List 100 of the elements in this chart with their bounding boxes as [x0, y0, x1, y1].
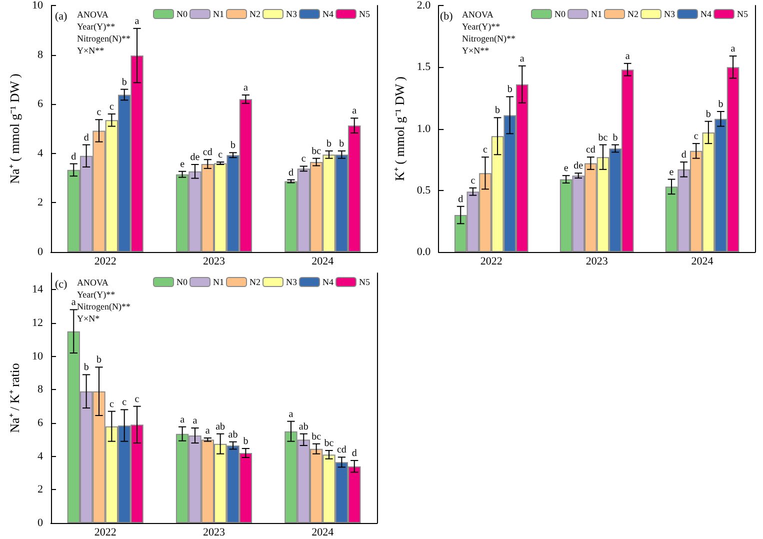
x-tick-label: 2024 [312, 256, 334, 268]
data-label: c [134, 394, 140, 405]
data-label: a [625, 50, 630, 62]
y-tick-label: 10 [32, 0, 44, 12]
data-label: d [288, 167, 294, 178]
x-tick-label: 2022 [480, 256, 502, 268]
data-label: b [507, 84, 512, 96]
y-tick-label: 1.5 [416, 61, 432, 74]
data-label: b [339, 138, 344, 150]
data-label: b [84, 362, 89, 374]
annotation: Year(Y)** [77, 22, 116, 32]
y-tick-label: 0 [38, 246, 44, 258]
x-tick-label: 2022 [94, 526, 116, 538]
annotation: (b) [440, 10, 454, 22]
data-label: c [482, 144, 488, 156]
data-label: e [564, 163, 569, 174]
data-label: c [694, 131, 699, 142]
data-label: d [458, 194, 464, 205]
data-label: a [134, 16, 140, 27]
legend-label: N4 [700, 9, 712, 19]
data-label: de [574, 160, 584, 172]
y-tick-label: 8 [38, 48, 44, 61]
legend-label: N5 [737, 9, 748, 19]
data-label: a [205, 426, 210, 436]
legend-label: N0 [554, 9, 566, 19]
data-label: b [96, 354, 102, 366]
legend-label: N3 [286, 9, 298, 19]
annotation: Y×N** [77, 46, 105, 56]
data-label: b [122, 76, 127, 88]
legend-label: N3 [286, 277, 298, 287]
data-label: d [71, 151, 76, 162]
data-label: c [109, 101, 114, 112]
y-tick-label: 4 [38, 147, 44, 160]
data-label: d [681, 150, 686, 161]
legend-label: N2 [628, 9, 638, 19]
data-label: e [180, 158, 186, 170]
data-label: cd [336, 444, 346, 456]
x-tick-label: 2023 [203, 526, 226, 538]
data-label: cd [202, 147, 212, 158]
data-label: c [470, 175, 476, 186]
y-tick-label: 12 [32, 317, 43, 329]
y-tick-label: 14 [32, 284, 44, 296]
data-label: a [243, 82, 248, 94]
data-label: c [301, 154, 306, 165]
legend-label: N4 [322, 277, 334, 287]
annotation: ANOVA [462, 10, 494, 20]
data-label: a [352, 106, 358, 117]
data-label: d [84, 132, 89, 144]
data-label: bc [312, 146, 322, 157]
data-label: de [190, 152, 200, 163]
data-label: bc [312, 431, 322, 442]
data-label: bc [324, 438, 334, 449]
legend-label: N1 [591, 9, 602, 19]
annotation: ANOVA [77, 278, 109, 288]
y-tick-label: 2 [38, 484, 43, 496]
annotation: (c) [55, 278, 68, 290]
annotation: Y×N** [462, 46, 490, 56]
data-label: b [706, 108, 711, 120]
annotation: (a) [55, 10, 68, 22]
x-tick-label: 2022 [94, 256, 116, 268]
data-label: ab [228, 429, 238, 440]
annotation: Nitrogen(N)** [77, 302, 131, 312]
data-label: cd [586, 144, 596, 156]
data-label: a [192, 416, 198, 426]
data-label: d [352, 448, 357, 459]
annotation: Y×N* [77, 314, 100, 324]
annotation: Nitrogen(N)** [77, 34, 131, 44]
data-label: a [71, 297, 76, 308]
annotation: Nitrogen(N)** [462, 34, 516, 44]
legend-label: N2 [250, 277, 260, 287]
y-tick-label: 10 [32, 350, 44, 362]
y-tick-label: 0.5 [416, 184, 432, 196]
data-label: b [718, 98, 724, 110]
x-tick-label: 2023 [586, 256, 608, 268]
data-label: a [730, 44, 736, 55]
annotation: Year(Y)** [462, 22, 501, 32]
data-label: b [326, 138, 332, 150]
data-label: c [122, 397, 128, 408]
legend-label: N5 [359, 277, 370, 287]
y-tick-label: 2 [38, 196, 43, 209]
y-tick-label: 2.0 [416, 0, 432, 12]
legend-label: N3 [664, 9, 676, 19]
y-tick-label: 6 [38, 98, 44, 110]
data-label: c [96, 107, 102, 118]
data-label: b [495, 105, 500, 116]
legend-label: N0 [176, 277, 188, 287]
legend-label: N2 [250, 9, 260, 19]
y-axis-title: K⁺ ( mmol g⁻¹ DW ) [392, 76, 407, 181]
data-label: a [288, 408, 294, 420]
legend-label: N4 [322, 9, 334, 19]
data-label: c [109, 398, 114, 410]
y-tick-label: 4 [38, 450, 44, 462]
data-label: b [243, 436, 248, 447]
data-label: ab [298, 421, 308, 432]
x-tick-label: 2024 [691, 256, 714, 268]
legend-label: N0 [176, 9, 188, 19]
annotation: ANOVA [77, 10, 109, 20]
y-tick-label: 0 [38, 517, 44, 529]
data-label: b [612, 132, 618, 144]
data-label: a [180, 414, 186, 426]
